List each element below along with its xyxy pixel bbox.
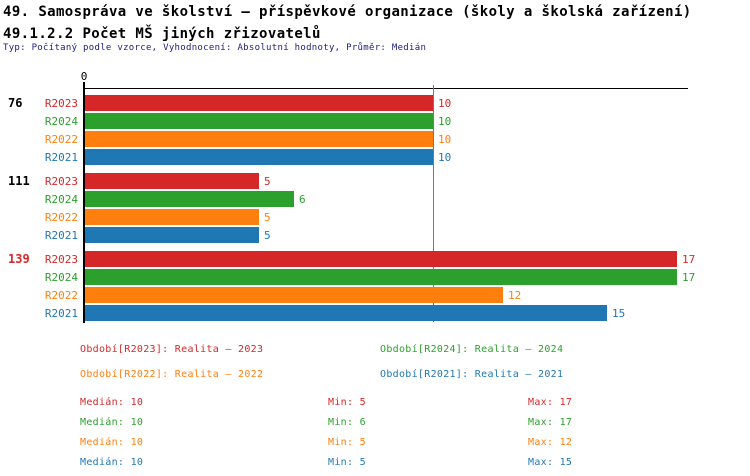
stat-min-r2022: Min: 5 xyxy=(328,437,366,448)
stat-max-r2021: Max: 15 xyxy=(528,457,573,468)
value-label-r2022-group-76: 10 xyxy=(438,133,452,146)
series-label-r2024-group-76: R2024 xyxy=(44,115,78,128)
bar-r2024-group-139 xyxy=(85,269,677,285)
legend-item-r2022: Období[R2022]: Realita – 2022 xyxy=(80,369,264,380)
stat-max-r2024: Max: 17 xyxy=(528,417,573,428)
stat-median-r2024: Medián: 10 xyxy=(80,417,144,428)
value-label-r2021-group-139: 15 xyxy=(612,307,626,320)
value-label-r2024-group-111: 6 xyxy=(299,193,306,206)
group-label-139: 139 xyxy=(8,252,30,266)
bar-r2021-group-111 xyxy=(85,227,259,243)
stat-median-r2022: Medián: 10 xyxy=(80,437,144,448)
value-label-r2024-group-139: 17 xyxy=(682,271,696,284)
stat-max-r2022: Max: 12 xyxy=(528,437,573,448)
bar-r2021-group-76 xyxy=(85,149,433,165)
bar-r2022-group-76 xyxy=(85,131,433,147)
stat-min-r2024: Min: 6 xyxy=(328,417,366,428)
value-label-r2024-group-76: 10 xyxy=(438,115,452,128)
legend-item-r2024: Období[R2024]: Realita – 2024 xyxy=(380,344,564,355)
median-reference-line xyxy=(433,85,434,322)
bar-r2022-group-139 xyxy=(85,287,503,303)
series-label-r2021-group-76: R2021 xyxy=(44,151,78,164)
bar-r2021-group-139 xyxy=(85,305,607,321)
value-label-r2021-group-76: 10 xyxy=(438,151,452,164)
stat-min-r2023: Min: 5 xyxy=(328,397,366,408)
bar-r2023-group-76 xyxy=(85,95,433,111)
series-label-r2023-group-111: R2023 xyxy=(44,175,78,188)
group-label-111: 111 xyxy=(8,174,30,188)
stat-max-r2023: Max: 17 xyxy=(528,397,573,408)
bar-r2024-group-76 xyxy=(85,113,433,129)
series-label-r2024-group-139: R2024 xyxy=(44,271,78,284)
series-label-r2022-group-111: R2022 xyxy=(44,211,78,224)
value-label-r2023-group-111: 5 xyxy=(264,175,271,188)
value-label-r2021-group-111: 5 xyxy=(264,229,271,242)
series-label-r2023-group-76: R2023 xyxy=(44,97,78,110)
value-label-r2022-group-111: 5 xyxy=(264,211,271,224)
value-label-r2023-group-76: 10 xyxy=(438,97,452,110)
bar-r2023-group-111 xyxy=(85,173,259,189)
bar-r2022-group-111 xyxy=(85,209,259,225)
indicator-title: 49.1.2.2 Počet MŠ jiných zřizovatelů xyxy=(3,26,321,42)
y-axis-line xyxy=(83,82,85,323)
x-axis-zero-tick-label: 0 xyxy=(80,70,88,83)
group-label-76: 76 xyxy=(8,96,23,110)
legend-item-r2021: Období[R2021]: Realita – 2021 xyxy=(380,369,564,380)
legend-item-r2023: Období[R2023]: Realita – 2023 xyxy=(80,344,264,355)
stat-min-r2021: Min: 5 xyxy=(328,457,366,468)
bar-r2024-group-111 xyxy=(85,191,294,207)
value-label-r2023-group-139: 17 xyxy=(682,253,696,266)
series-label-r2024-group-111: R2024 xyxy=(44,193,78,206)
series-label-r2021-group-111: R2021 xyxy=(44,229,78,242)
series-label-r2022-group-139: R2022 xyxy=(44,289,78,302)
report-title: 49. Samospráva ve školství – příspěvkové… xyxy=(3,4,692,20)
indicator-subtitle: Typ: Počítaný podle vzorce, Vyhodnocení:… xyxy=(3,43,427,53)
value-label-r2022-group-139: 12 xyxy=(508,289,522,302)
series-label-r2021-group-139: R2021 xyxy=(44,307,78,320)
stat-median-r2021: Medián: 10 xyxy=(80,457,144,468)
x-axis-line xyxy=(84,88,688,89)
bar-r2023-group-139 xyxy=(85,251,677,267)
series-label-r2022-group-76: R2022 xyxy=(44,133,78,146)
series-label-r2023-group-139: R2023 xyxy=(44,253,78,266)
stat-median-r2023: Medián: 10 xyxy=(80,397,144,408)
